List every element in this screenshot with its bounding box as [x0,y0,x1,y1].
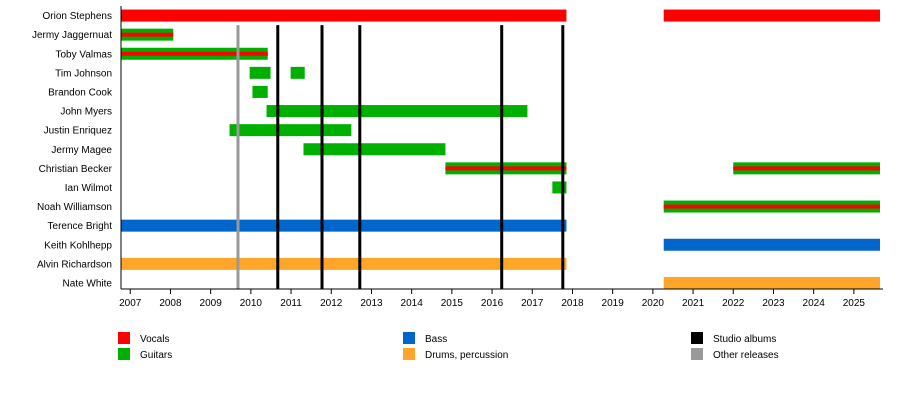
member-label: Alvin Richardson [37,259,112,270]
x-tick-label: 2012 [320,298,343,309]
member-label: Toby Valmas [55,49,112,60]
x-tick-label: 2008 [159,298,182,309]
member-bar-guitars [229,124,352,137]
legend-label: Drums, percussion [425,350,508,361]
member-bar-bass [121,219,567,232]
member-bar-bass [663,238,880,251]
legend-swatch-other [691,348,703,360]
x-tick-label: 2015 [441,298,464,309]
legend-swatch-vocals [118,332,130,344]
x-tick-label: 2025 [843,298,866,309]
member-label: Noah Williamson [37,202,112,213]
member-label: Christian Becker [39,164,113,175]
x-tick-label: 2010 [240,298,263,309]
member-label: John Myers [60,107,112,118]
x-tick-label: 2021 [682,298,705,309]
member-bar-vocals [663,9,880,22]
x-tick-label: 2014 [401,298,424,309]
member-bar-stripe-vocals [663,204,880,209]
legend-label: Studio albums [713,334,776,345]
legend-label: Other releases [713,350,779,361]
x-tick-label: 2018 [561,298,584,309]
member-bar-guitars [552,181,567,194]
legend-label: Vocals [140,334,169,345]
member-bar-drums [121,257,567,270]
member-label: Tim Johnson [55,68,112,79]
member-bar-stripe-vocals [733,166,880,171]
legend-swatch-guitars [118,348,130,360]
legend-label: Bass [425,334,447,345]
legend-swatch-studio [691,332,703,344]
legend-swatch-drums [403,348,415,360]
member-bar-guitars [290,66,305,79]
member-label: Orion Stephens [43,11,113,22]
member-bar-guitars [303,143,446,156]
member-bar-guitars [249,66,271,79]
member-bar-guitars [266,105,528,118]
x-tick-label: 2013 [360,298,383,309]
x-tick-label: 2019 [602,298,625,309]
member-bar-stripe-vocals [121,51,268,56]
member-label: Nate White [63,278,113,289]
x-tick-label: 2023 [762,298,785,309]
member-bar-stripe-vocals [445,166,567,171]
x-tick-label: 2017 [521,298,544,309]
member-label: Jermy Jaggernuat [32,30,112,41]
x-tick-label: 2022 [722,298,745,309]
x-tick-label: 2011 [280,298,302,309]
x-tick-label: 2020 [642,298,665,309]
member-bar-guitars [252,85,268,98]
member-label: Justin Enriquez [44,126,112,137]
x-tick-label: 2016 [481,298,504,309]
legend-swatch-bass [403,332,415,344]
member-bar-vocals [121,9,567,22]
member-label: Ian Wilmot [65,183,112,194]
member-bar-drums [663,276,880,289]
member-label: Brandon Cook [48,87,113,98]
x-tick-label: 2007 [119,298,142,309]
x-tick-label: 2024 [803,298,826,309]
member-bar-stripe-vocals [121,32,174,37]
x-tick-label: 2009 [200,298,223,309]
member-label: Jermy Magee [51,145,112,156]
member-label: Terence Bright [48,221,113,232]
legend-label: Guitars [140,350,172,361]
member-label: Keith Kohlhepp [44,240,112,251]
